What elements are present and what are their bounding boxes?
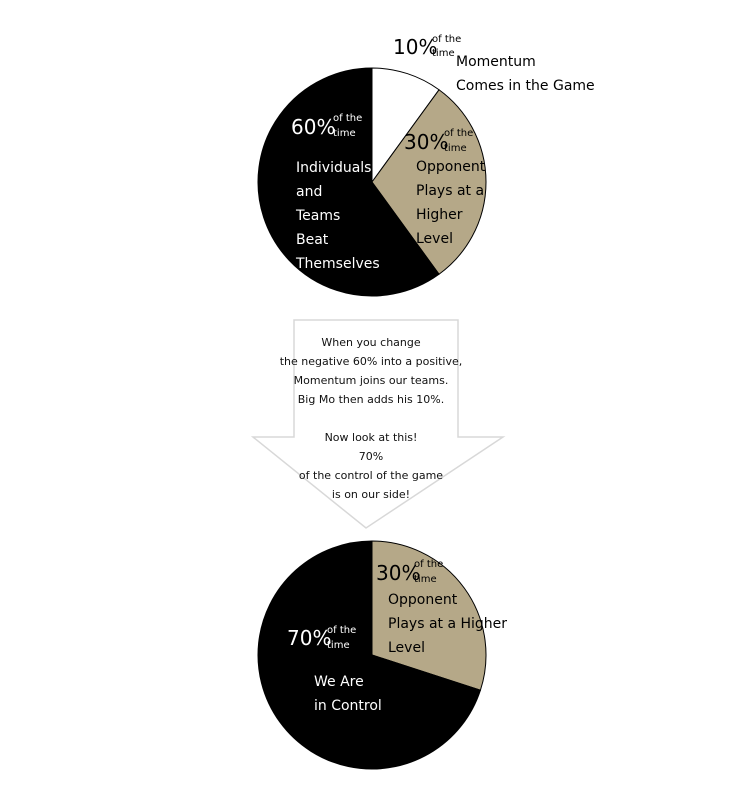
arrow-line-9: is on our side! xyxy=(332,488,410,501)
pie1-slice-60 xyxy=(257,67,440,297)
pie2-70-of: of the xyxy=(327,625,356,636)
pie2-70-time: time xyxy=(327,640,350,651)
arrow-line-2: the negative 60% into a positive, xyxy=(280,355,463,368)
pie2-label-30: 30% of the time Opponent Plays at a High… xyxy=(376,559,507,656)
pie1-30-of: of the xyxy=(444,128,473,139)
pie1-60-pct: 60% xyxy=(291,115,335,139)
pie2-30-of: of the xyxy=(414,559,443,570)
arrow-line-8: of the control of the game xyxy=(299,469,443,482)
pie1-10-desc1: Momentum xyxy=(456,54,536,70)
pie1-label-30: 30% of the time Opponent Plays at a High… xyxy=(404,128,486,247)
pie-chart-bottom xyxy=(257,540,487,770)
pie2-30-desc3: Level xyxy=(388,640,425,656)
arrow-line-3: Momentum joins our teams. xyxy=(294,374,449,387)
pie2-slice-30 xyxy=(371,540,487,691)
pie1-slice-10 xyxy=(371,67,440,184)
pie1-30-pct: 30% xyxy=(404,130,448,154)
pie1-30-desc4: Level xyxy=(416,231,453,247)
down-arrow-shape xyxy=(250,319,506,529)
pie1-30-time: time xyxy=(444,143,467,154)
pie2-30-desc1: Opponent xyxy=(388,592,458,608)
pie1-60-desc3: Teams xyxy=(295,208,340,224)
down-arrow: When you change the negative 60% into a … xyxy=(250,319,506,529)
pie1-60-of: of the xyxy=(333,113,362,124)
pie1-10-time: time xyxy=(432,48,455,59)
pie1-60-desc1: Individuals xyxy=(296,160,371,176)
pie1-30-desc2: Plays at a xyxy=(416,183,484,199)
pie2-slice-70 xyxy=(257,540,482,770)
pie-chart-top xyxy=(257,67,487,297)
pie1-10-of: of the xyxy=(432,34,461,45)
pie1-label-10: 10% of the time Momentum Comes in the Ga… xyxy=(393,34,595,94)
pie2-70-desc2: in Control xyxy=(314,698,382,714)
pie1-60-desc5: Themselves xyxy=(295,256,380,272)
pie2-70-desc1: We Are xyxy=(314,674,364,690)
pie1-10-desc2: Comes in the Game xyxy=(456,78,595,94)
pie1-60-desc2: and xyxy=(296,184,322,200)
pie1-30-desc1: Opponent xyxy=(416,159,486,175)
arrow-line-1: When you change xyxy=(321,336,421,349)
arrow-line-4: Big Mo then adds his 10%. xyxy=(298,393,444,406)
pie1-slice-30 xyxy=(371,89,487,275)
pie1-10-pct: 10% xyxy=(393,35,437,59)
pie1-60-desc4: Beat xyxy=(296,232,329,248)
pie1-label-60: 60% of the time Individuals and Teams Be… xyxy=(291,113,380,272)
pie2-label-70: 70% of the time We Are in Control xyxy=(287,625,382,714)
pie2-30-time: time xyxy=(414,574,437,585)
pie1-60-time: time xyxy=(333,128,356,139)
arrow-line-6: Now look at this! xyxy=(325,431,418,444)
pie2-70-pct: 70% xyxy=(287,626,331,650)
arrow-line-7: 70% xyxy=(359,450,383,463)
pie1-30-desc3: Higher xyxy=(416,207,463,223)
pie2-30-desc2: Plays at a Higher xyxy=(388,616,507,632)
pie2-30-pct: 30% xyxy=(376,561,420,585)
